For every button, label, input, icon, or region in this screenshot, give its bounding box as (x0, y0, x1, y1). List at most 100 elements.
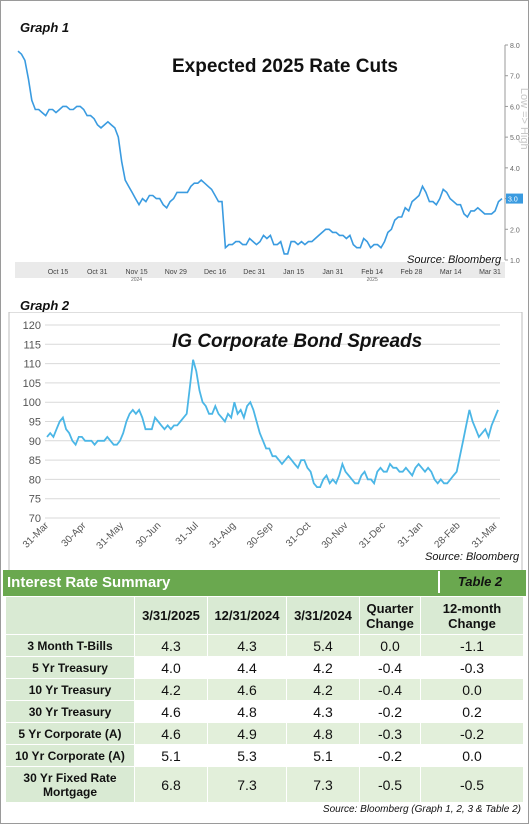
table-cell: 4.9 (207, 722, 287, 745)
chart1-x-tick-label: Mar 31 (479, 269, 501, 276)
table-cell: 5.4 (286, 634, 360, 657)
interest-rate-summary: Interest Rate Summary Table 2 3/31/2025 … (3, 570, 526, 803)
chart1-yaxis-title: Low => High (518, 88, 529, 150)
table-cell: 4.4 (207, 656, 287, 679)
row-label: 3 Month T-Bills (5, 634, 135, 657)
chart1-y-tick-label: 7.0 (510, 74, 520, 81)
table-cell: 4.2 (286, 678, 360, 701)
table-cell: 5.1 (134, 744, 208, 767)
table-cell: 6.8 (134, 766, 208, 803)
chart1-x-tick-label: Dec 31 (243, 269, 265, 276)
table-row: 30 Yr Treasury 4.6 4.8 4.3 -0.2 0.2 (5, 700, 524, 723)
chart1-y-tick-label: 8.0 (510, 43, 520, 50)
chart1-x-tick-label: Oct 15 (48, 269, 69, 276)
table-cell: 4.3 (286, 700, 360, 723)
table-cell: -0.2 (359, 700, 421, 723)
row-label: 10 Yr Corporate (A) (5, 744, 135, 767)
table-cell: -0.5 (359, 766, 421, 803)
chart2-y-tick-label: 90 (29, 436, 41, 448)
table-cell: 4.8 (207, 700, 287, 723)
chart2-y-tick-label: 105 (23, 378, 41, 390)
chart1-y-tick-label: 4.0 (510, 166, 520, 173)
chart1-y-tick-label: 6.0 (510, 104, 520, 111)
table-title: Interest Rate Summary (7, 574, 171, 591)
table-cell: -0.5 (420, 766, 524, 803)
table-number: Table 2 (438, 571, 520, 593)
chart1-x-tick-label: Jan 15 (283, 269, 304, 276)
chart2-y-tick-label: 110 (23, 359, 41, 371)
chart1-x-tick-label: Feb 28 (401, 269, 423, 276)
header-blank (5, 596, 135, 635)
table-cell: 7.3 (207, 766, 287, 803)
chart1-x-tick-label: Dec 16 (204, 269, 226, 276)
table-cell: 0.2 (420, 700, 524, 723)
table-cell: -0.4 (359, 678, 421, 701)
chart2-y-tick-label: 75 (29, 494, 41, 506)
chart2-series-line (46, 359, 499, 489)
table-row: 5 Yr Treasury 4.0 4.4 4.2 -0.4 -0.3 (5, 656, 524, 679)
chart1-xaxis-band (15, 262, 505, 278)
header-col-2: 12/31/2024 (207, 596, 287, 635)
chart2-y-tick-label: 95 (29, 417, 41, 429)
table-cell: -0.3 (359, 722, 421, 745)
header-col-4: Quarter Change (359, 596, 421, 635)
table-row: 10 Yr Treasury 4.2 4.6 4.2 -0.4 0.0 (5, 678, 524, 701)
rate-table: 3/31/2025 12/31/2024 3/31/2024 Quarter C… (5, 596, 524, 803)
table-cell: 4.6 (134, 722, 208, 745)
table-cell: -0.3 (420, 656, 524, 679)
table-cell: 4.2 (286, 656, 360, 679)
table-cell: 0.0 (359, 634, 421, 657)
chart1-x-tick-label: Nov 29 (165, 269, 187, 276)
table-row: 3 Month T-Bills 4.3 4.3 5.4 0.0 -1.1 (5, 634, 524, 657)
chart1-plot-area (15, 45, 505, 260)
table-cell: 4.2 (134, 678, 208, 701)
chart1-y-tick-label: 2.0 (510, 227, 520, 234)
table-cell: 0.0 (420, 678, 524, 701)
table-row: 5 Yr Corporate (A) 4.6 4.9 4.8 -0.3 -0.2 (5, 722, 524, 745)
chart2-y-tick-label: 100 (23, 397, 41, 409)
table-cell: 0.0 (420, 744, 524, 767)
table-cell: -0.2 (420, 722, 524, 745)
graph1-label: Graph 1 (20, 20, 70, 35)
chart1-x-year-label: 2024 (131, 277, 142, 283)
chart2-title: IG Corporate Bond Spreads (172, 331, 423, 352)
table-cell: 4.3 (134, 634, 208, 657)
chart2-y-tick-label: 70 (29, 513, 41, 525)
chart1-source: Source: Bloomberg (407, 254, 502, 266)
table-cell: -1.1 (420, 634, 524, 657)
table-cell: 4.3 (207, 634, 287, 657)
table-cell: 4.6 (134, 700, 208, 723)
table-cell: 7.3 (286, 766, 360, 803)
chart1-last-value-label: 3.0 (508, 197, 518, 204)
table-footnote: Source: Bloomberg (Graph 1, 2, 3 & Table… (322, 804, 521, 815)
chart1-x-year-label: 2025 (367, 277, 378, 283)
chart1-last-value-badge (506, 193, 523, 204)
chart1-x-tick-label: Jan 31 (322, 269, 343, 276)
chart2-y-tick-label: 120 (23, 320, 41, 332)
chart1-y-tick-label: 1.0 (510, 258, 520, 265)
row-label: 5 Yr Corporate (A) (5, 722, 135, 745)
table-row: 30 Yr Fixed Rate Mortgage 6.8 7.3 7.3 -0.5 -0… (5, 766, 524, 803)
table-cell: -0.2 (359, 744, 421, 767)
table-cell: 4.0 (134, 656, 208, 679)
chart1-x-tick-label: Feb 14 (361, 269, 383, 276)
header-col-1: 3/31/2025 (134, 596, 208, 635)
table-row: 10 Yr Corporate (A) 5.1 5.3 5.1 -0.2 0.0 (5, 744, 524, 767)
chart1-x-tick-label: Oct 31 (87, 269, 108, 276)
chart1-series-line (17, 50, 503, 255)
row-label: 30 Yr Fixed Rate Mortgage (5, 766, 135, 803)
chart2-frame (8, 312, 523, 572)
chart1-x-tick-label: Mar 14 (440, 269, 462, 276)
table-cell: 5.3 (207, 744, 287, 767)
table-cell: 4.8 (286, 722, 360, 745)
table-cell: 4.6 (207, 678, 287, 701)
chart2-source: Source: Bloomberg (425, 551, 520, 563)
table-title-bar: Interest Rate Summary Table 2 (3, 570, 526, 596)
row-label: 5 Yr Treasury (5, 656, 135, 679)
graph2-label: Graph 2 (20, 298, 70, 313)
header-col-3: 3/31/2024 (286, 596, 360, 635)
header-col-5: 12-month Change (420, 596, 524, 635)
row-label: 10 Yr Treasury (5, 678, 135, 701)
